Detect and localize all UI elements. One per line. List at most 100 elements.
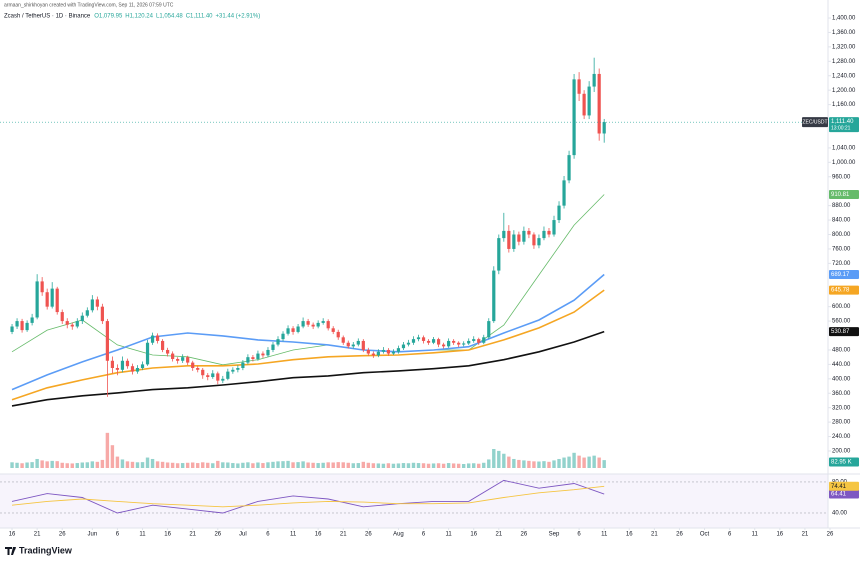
candle-body — [10, 326, 14, 332]
volume-bar — [35, 458, 39, 468]
volume-bar — [597, 457, 601, 468]
candle-body — [542, 230, 546, 239]
candle-body — [577, 79, 581, 94]
volume-bar — [326, 462, 330, 468]
volume-bar — [80, 462, 84, 468]
candle-body — [145, 342, 150, 365]
author-line: armaan_shirkhoyan created with TradingVi… — [4, 2, 174, 8]
candle-body — [231, 369, 235, 372]
x-tick-label: 21 — [340, 532, 347, 538]
volume-bar — [15, 462, 19, 468]
candle-body — [251, 357, 255, 359]
value-tag-bg — [829, 285, 859, 295]
y-tick-label: 760.00 — [832, 247, 851, 253]
volume-bar — [306, 462, 310, 468]
candle-body — [135, 367, 140, 372]
volume-bar — [587, 456, 591, 468]
candle-body — [261, 353, 265, 356]
volume-bar — [376, 463, 381, 468]
x-tick-label: 21 — [651, 532, 658, 538]
candle-body — [582, 93, 586, 116]
volume-bar — [461, 464, 466, 468]
candle-body — [155, 335, 160, 341]
candle-body — [371, 353, 375, 356]
volume-bar — [40, 460, 44, 468]
y-tick-label: 800.00 — [832, 232, 851, 238]
candle-body — [276, 339, 280, 345]
candle-body — [85, 310, 89, 316]
volume-bar — [517, 459, 521, 468]
candle-body — [70, 324, 74, 327]
rsi-tick-label: 40.00 — [832, 511, 848, 517]
candle-body — [80, 315, 84, 322]
candle-body — [196, 367, 200, 370]
candle-body — [462, 343, 466, 345]
x-tick-label: 26 — [365, 532, 372, 538]
candle-body — [341, 337, 345, 343]
volume-bar — [502, 453, 506, 468]
x-tick-label: 6 — [422, 532, 426, 538]
ohlc-value: L1,054.48 — [156, 14, 183, 20]
logo-dot — [13, 547, 16, 550]
candle-body — [457, 342, 461, 345]
candle-body — [436, 339, 441, 345]
candle-body — [472, 339, 476, 341]
candle-body — [532, 234, 536, 246]
candle-body — [416, 337, 421, 340]
ohlc-value: C1,111.40 — [186, 14, 213, 20]
candle-body — [90, 299, 94, 311]
volume-bar — [10, 462, 14, 468]
x-tick-label: Oct — [700, 532, 710, 538]
volume-bar — [165, 462, 170, 468]
y-tick-label: 1,200.00 — [832, 88, 856, 94]
candle-body — [191, 362, 195, 368]
volume-bar — [125, 461, 130, 468]
value-tag-bg — [829, 481, 859, 491]
volume-bar — [25, 462, 29, 468]
y-tick-label: 1,280.00 — [832, 59, 856, 65]
candle-body — [482, 337, 486, 343]
candle-body — [467, 340, 471, 344]
volume-bar — [175, 463, 180, 468]
volume-bar — [120, 459, 125, 468]
candle-body — [326, 321, 330, 329]
volume-bar — [512, 458, 516, 468]
volume-bar — [236, 463, 240, 468]
x-tick-label: 21 — [34, 532, 41, 538]
candle-body — [316, 322, 320, 327]
candle-body — [296, 326, 300, 332]
volume-bar — [140, 462, 145, 468]
y-tick-label: 320.00 — [832, 405, 851, 411]
x-tick-label: 26 — [59, 532, 66, 538]
candle-body — [331, 328, 335, 332]
y-tick-label: 1,160.00 — [832, 102, 856, 108]
volume-bar — [266, 462, 270, 468]
volume-bar — [211, 463, 215, 468]
volume-bar — [85, 462, 90, 468]
candle-body — [421, 337, 426, 341]
volume-bar — [386, 463, 391, 468]
candle-body — [547, 230, 551, 235]
volume-bar — [321, 462, 325, 468]
volume-bar — [281, 461, 285, 468]
logo-icon — [5, 547, 16, 555]
candle-body — [20, 321, 24, 331]
rsi-pane — [0, 474, 828, 528]
volume-bar — [477, 463, 481, 468]
x-tick-label: 6 — [116, 532, 120, 538]
candle-body — [50, 288, 54, 307]
y-tick-label: 480.00 — [832, 348, 851, 354]
y-tick-label: 360.00 — [832, 391, 851, 397]
candle-body — [95, 299, 99, 307]
volume-bar — [331, 462, 335, 468]
candle-body — [60, 312, 64, 322]
candle-body — [306, 321, 310, 325]
x-tick-label: 11 — [446, 532, 453, 538]
moving-average — [11, 273, 605, 391]
volume-bar — [190, 462, 195, 468]
candle-body — [281, 333, 285, 340]
y-tick-label: 440.00 — [832, 362, 851, 368]
candle-body — [100, 306, 104, 322]
volume-bar — [286, 460, 290, 468]
